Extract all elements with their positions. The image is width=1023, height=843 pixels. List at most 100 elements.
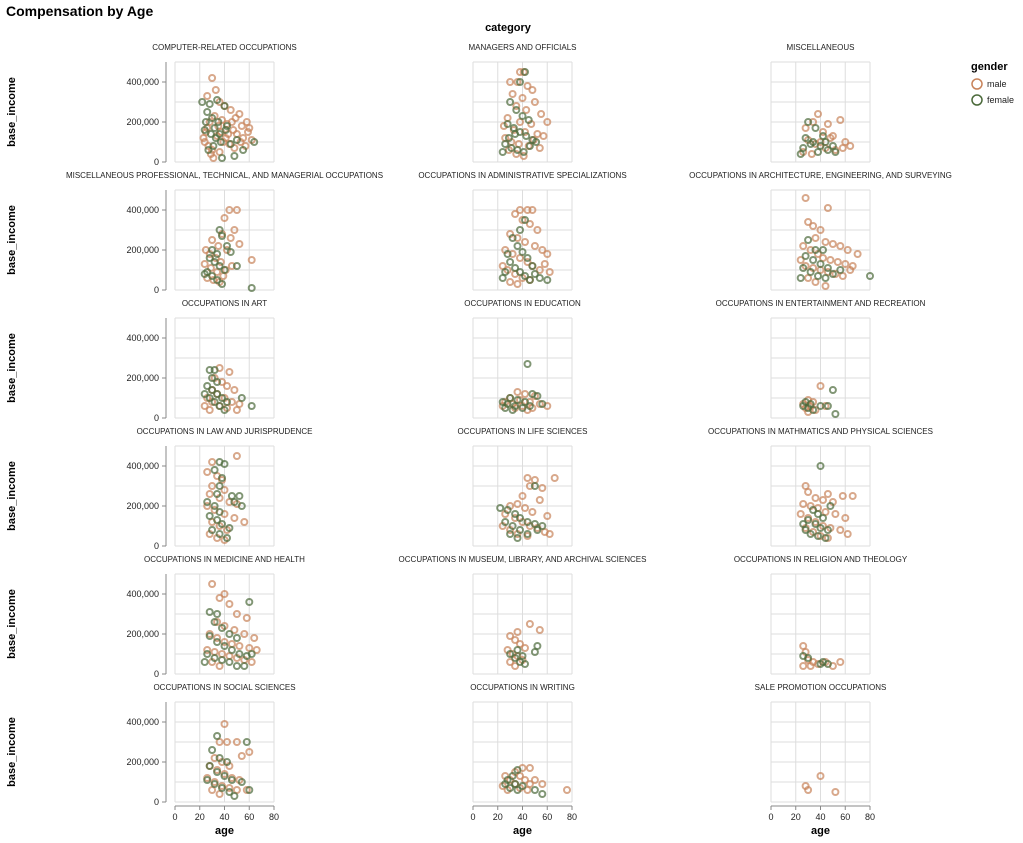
data-point-male [230,626,239,634]
data-point-female [205,762,214,770]
facet-panel: SALE PROMOTION OCCUPATIONS 0 20 40 60 80 age [755,683,887,837]
data-point-female [512,106,521,114]
data-point-female [208,114,217,122]
data-point-female [220,266,229,274]
data-point-male [838,144,847,152]
data-point-male [511,210,520,218]
data-point-female [230,498,239,506]
data-point-female [821,534,830,542]
facet-panel: MISCELLANEOUS [770,43,871,163]
data-point-male [208,236,217,244]
data-point-female [213,378,222,386]
data-point-male [535,266,544,274]
data-point-male [521,238,529,246]
data-point-male [203,468,212,476]
data-point-female [511,654,520,662]
data-point-female [247,284,256,292]
data-point-male [250,634,259,642]
panel-title: OCCUPATIONS IN ADMINISTRATIVE SPECIALIZA… [418,171,626,180]
data-point-female [210,398,219,406]
data-point-female [205,254,214,262]
panel-title: OCCUPATIONS IN ENTERTAINMENT AND RECREAT… [716,299,926,308]
data-point-male [533,130,542,138]
y-axis-title: base_income [6,589,18,659]
data-point-female [208,526,217,534]
x-tick-label: 80 [567,812,577,822]
x-tick-label: 40 [219,812,229,822]
x-tick-label: 40 [517,812,527,822]
data-point-female [208,386,217,394]
data-point-male [513,280,522,288]
facet-panel: OCCUPATIONS IN EDUCATION [464,299,581,419]
data-point-male [245,124,254,132]
data-point-female [206,130,215,138]
data-point-female [239,146,248,154]
panel-title: MANAGERS AND OFFICIALS [468,43,576,52]
data-point-female [213,250,222,258]
data-point-female [237,778,246,786]
data-point-female [538,790,547,798]
x-tick-label: 40 [815,812,825,822]
data-point-male [508,90,517,98]
data-point-female [220,642,229,650]
data-point-male [819,496,827,504]
data-point-female [508,772,517,780]
data-point-female [814,510,822,518]
data-point-female [225,788,234,796]
data-point-male [521,644,529,652]
data-point-male [205,490,214,498]
x-tick-label: 80 [269,812,279,822]
data-point-female [221,126,230,134]
data-point-male [506,658,515,666]
y-tick-label: 200,000 [126,629,159,639]
data-point-male [848,492,857,500]
data-point-female [223,534,231,542]
data-point-female [203,650,212,658]
data-point-female [508,522,517,530]
data-point-female [809,506,818,514]
data-point-male [523,474,532,482]
y-tick-label: 0 [154,541,159,551]
data-point-female [513,786,522,794]
data-point-male [225,206,234,214]
data-point-female [538,522,547,530]
facet-panel: OCCUPATIONS IN ENTERTAINMENT AND RECREAT… [716,299,926,419]
data-point-female [816,524,825,532]
data-point-male [511,514,520,522]
data-point-female [501,518,510,526]
data-point-female [215,262,224,270]
data-point-male [512,102,521,110]
data-point-male [828,240,837,248]
data-point-female [823,402,832,410]
data-point-female [501,404,510,412]
data-point-male [826,134,835,142]
data-point-female [804,516,813,524]
data-point-female [215,754,224,762]
y-tick-label: 200,000 [126,245,159,255]
data-point-female [218,656,226,664]
panel-title: OCCUPATIONS IN ARCHITECTURE, ENGINEERING… [689,171,952,180]
data-point-female [203,498,212,506]
data-point-female [218,394,226,402]
data-point-female [521,68,529,76]
y-tick-label: 400,000 [126,77,159,87]
data-point-female [213,390,222,398]
data-point-female [821,274,830,282]
data-point-female [218,784,226,792]
data-point-female [218,474,226,482]
data-point-male [522,106,531,114]
y-axis-title: base_income [6,461,18,531]
data-point-female [511,130,520,138]
data-point-male [203,92,212,100]
data-point-female [819,514,827,522]
data-point-female [513,766,522,774]
panel-title: OCCUPATIONS IN ART [182,299,267,308]
data-point-male [841,260,850,268]
facet-header: category [485,22,532,34]
data-point-female [235,492,244,500]
data-point-male [240,630,249,638]
data-point-female [811,520,820,528]
data-point-female [209,142,218,150]
data-point-female [532,138,541,146]
